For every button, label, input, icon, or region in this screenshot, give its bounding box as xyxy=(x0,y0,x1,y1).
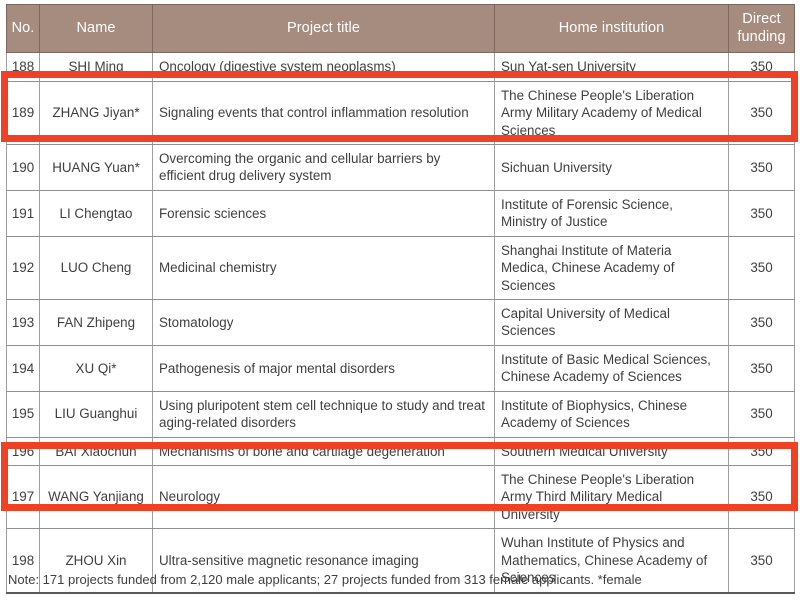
cell-inst: Wuhan Institute of Physics and Mathemati… xyxy=(494,528,729,594)
column-header-no: No. xyxy=(6,3,40,54)
cell-no: 197 xyxy=(6,464,40,530)
table-row: 197 WANG Yanjiang Neurology The Chinese Peo… xyxy=(6,464,795,530)
cell-no: 188 xyxy=(6,52,40,82)
cell-no: 191 xyxy=(6,189,40,237)
table-row: 192 LUO Cheng Medicinal chemistry Shanghai … xyxy=(6,235,795,301)
cell-no: 196 xyxy=(6,436,40,466)
cell-fund: 350 xyxy=(728,464,795,530)
table-row: 190 HUANG Yuan* Overcoming the organic and… xyxy=(6,144,795,191)
cell-no: 190 xyxy=(6,144,40,191)
cell-name: BAI Xiaochun xyxy=(39,436,153,466)
cell-name: FAN Zhipeng xyxy=(39,299,153,346)
cell-no: 194 xyxy=(6,344,40,392)
cell-fund: 350 xyxy=(728,144,795,191)
cell-title: Oncology (digestive system neoplasms) xyxy=(152,52,495,82)
funding-table: No. Name Project title Home institution … xyxy=(6,3,795,594)
cell-title: Ultra-sensitive magnetic resonance imagi… xyxy=(152,528,495,594)
cell-inst: Institute of Biophysics, Chinese Academy… xyxy=(494,390,729,438)
cell-name: SHI Ming xyxy=(39,52,153,82)
cell-no: 193 xyxy=(6,299,40,346)
cell-title: Using pluripotent stem cell technique to… xyxy=(152,390,495,438)
cell-name: WANG Yanjiang xyxy=(39,464,153,530)
cell-name: XU Qi* xyxy=(39,344,153,392)
table-row: 194 XU Qi* Pathogenesis of major mental di… xyxy=(6,344,795,392)
table-row: 189 ZHANG Jiyan* Signaling events that con… xyxy=(6,80,795,146)
cell-name: HUANG Yuan* xyxy=(39,144,153,191)
cell-name: LI Chengtao xyxy=(39,189,153,237)
column-header-name: Name xyxy=(39,3,153,54)
cell-fund: 350 xyxy=(728,299,795,346)
column-header-title: Project title xyxy=(152,3,495,54)
cell-name: ZHANG Jiyan* xyxy=(39,80,153,146)
cell-title: Signaling events that control inflammati… xyxy=(152,80,495,146)
cell-inst: Sichuan University xyxy=(494,144,729,191)
cell-title: Pathogenesis of major mental disorders xyxy=(152,344,495,392)
cell-inst: The Chinese People's Liberation Army Thi… xyxy=(494,464,729,530)
cell-fund: 350 xyxy=(728,436,795,466)
cell-fund: 350 xyxy=(728,189,795,237)
cell-no: 195 xyxy=(6,390,40,438)
funding-table-container: No. Name Project title Home institution … xyxy=(6,3,795,594)
table-header-row: No. Name Project title Home institution … xyxy=(6,3,795,54)
table-row: 195 LIU Guanghui Using pluripotent stem ce… xyxy=(6,390,795,438)
cell-no: 189 xyxy=(6,80,40,146)
cell-title: Medicinal chemistry xyxy=(152,235,495,301)
cell-fund: 350 xyxy=(728,528,795,594)
table-row: 198 ZHOU Xin Ultra-sensitive magnetic reso… xyxy=(6,528,795,594)
table-row: 191 LI Chengtao Forensic sciences Institute… xyxy=(6,189,795,237)
cell-fund: 350 xyxy=(728,80,795,146)
cell-no: 192 xyxy=(6,235,40,301)
cell-inst: The Chinese People's Liberation Army Mil… xyxy=(494,80,729,146)
column-header-institution: Home institution xyxy=(494,3,729,54)
table-row: 188 SHI Ming Oncology (digestive system ne… xyxy=(6,52,795,82)
table-note: Note: 171 projects funded from 2,120 mal… xyxy=(8,572,642,587)
table-row: 196 BAI Xiaochun Mechanisms of bone and ca… xyxy=(6,436,795,466)
cell-name: LUO Cheng xyxy=(39,235,153,301)
cell-fund: 350 xyxy=(728,344,795,392)
table-header: No. Name Project title Home institution … xyxy=(6,3,795,54)
cell-title: Forensic sciences xyxy=(152,189,495,237)
cell-inst: Southern Medical University xyxy=(494,436,729,466)
column-header-funding: Direct funding xyxy=(728,3,795,54)
cell-title: Stomatology xyxy=(152,299,495,346)
cell-name: LIU Guanghui xyxy=(39,390,153,438)
cell-inst: Capital University of Medical Sciences xyxy=(494,299,729,346)
cell-title: Overcoming the organic and cellular barr… xyxy=(152,144,495,191)
cell-inst: Sun Yat-sen University xyxy=(494,52,729,82)
cell-title: Neurology xyxy=(152,464,495,530)
cell-title: Mechanisms of bone and cartilage degener… xyxy=(152,436,495,466)
table-body: 188 SHI Ming Oncology (digestive system ne… xyxy=(6,52,795,594)
cell-no: 198 xyxy=(6,528,40,594)
cell-fund: 350 xyxy=(728,390,795,438)
table-row: 193 FAN Zhipeng Stomatology Capital Univers… xyxy=(6,299,795,346)
cell-inst: Institute of Basic Medical Sciences, Chi… xyxy=(494,344,729,392)
cell-fund: 350 xyxy=(728,52,795,82)
cell-fund: 350 xyxy=(728,235,795,301)
cell-inst: Shanghai Institute of Materia Medica, Ch… xyxy=(494,235,729,301)
cell-inst: Institute of Forensic Science, Ministry … xyxy=(494,189,729,237)
